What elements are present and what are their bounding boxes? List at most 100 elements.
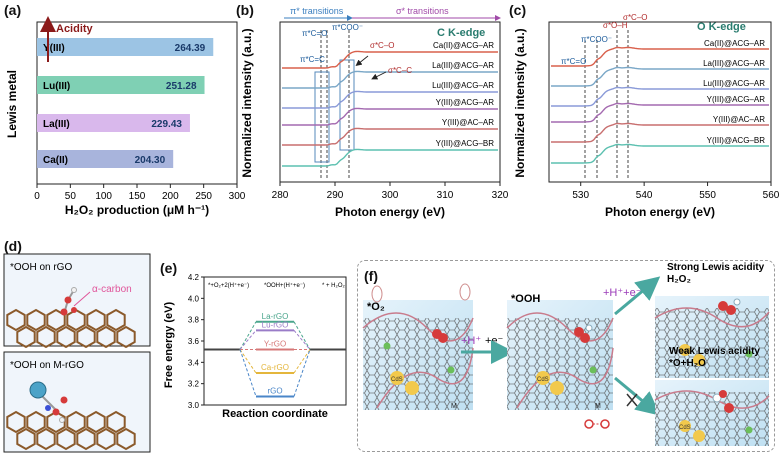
f-weak-title: Weak Lewis acidity xyxy=(669,346,760,357)
alpha-carbon-label: α-carbon xyxy=(92,284,132,295)
bar-value-3: 204.30 xyxy=(135,155,166,166)
b-ann-sigma-cc: σ*C–C xyxy=(388,66,412,75)
bar-value-2: 229.43 xyxy=(151,119,182,130)
b-ann-pi-cc: π*C=C xyxy=(300,55,325,64)
e-connector-right-4 xyxy=(293,349,311,397)
c-xtick-label: 550 xyxy=(699,190,716,201)
c-k-edge-title: C K-edge xyxy=(437,27,485,39)
e-ytick-label: 3.8 xyxy=(188,316,200,325)
a-xtick-label: 200 xyxy=(162,191,179,202)
b-series-line-2 xyxy=(282,90,498,109)
e-ylabel: Free energy (eV) xyxy=(163,302,175,389)
xanes-c-k-edge-chart: π* transitions σ* transitions Ca(II)@ACG… xyxy=(240,6,509,219)
d-top-label: *OOH on rGO xyxy=(10,262,72,273)
a-xtick-label: 50 xyxy=(65,191,77,202)
graphene-ring xyxy=(56,325,76,349)
panel-d-structures: *OOH on rGO α-carbon *OOH on M-rGO xyxy=(3,253,151,453)
b-series-line-3 xyxy=(282,107,498,126)
a-xtick-label: 150 xyxy=(129,191,146,202)
f-metal-2: M xyxy=(595,403,601,410)
d-bottom-label: *OOH on M-rGO xyxy=(10,360,84,371)
c-series-line-5 xyxy=(551,143,769,164)
c-legend-5: Y(III)@ACG–BR xyxy=(707,136,766,145)
e-series-label-0: La-rGO xyxy=(262,312,289,321)
c-legend-4: Y(III)@AC–AR xyxy=(713,115,765,124)
c-xtick-label: 540 xyxy=(636,190,653,201)
metal-atom-bottom xyxy=(29,381,68,423)
e-state-label-1: *OOH+(H⁺+e⁻) xyxy=(264,282,305,289)
c-ann-sigma-oh: σ*O–H xyxy=(603,21,628,30)
graphene-ring xyxy=(106,308,126,332)
graphene-ring xyxy=(26,308,46,332)
graphene-ring xyxy=(16,325,36,349)
graphene-ring xyxy=(116,427,136,451)
a-xlabel: H₂O₂ production (μM h⁻¹) xyxy=(65,203,209,217)
bar-category-2: La(III) xyxy=(43,119,70,130)
graphene-ring xyxy=(66,308,86,332)
b-legend-3: Y(III)@ACG–AR xyxy=(436,98,495,107)
f-metal-1: M xyxy=(451,403,457,410)
graphene-ring xyxy=(86,308,106,332)
panel-f-mechanism: *O₂ M CdS +H⁺ +e⁻ *OOH CdS M +H⁺+e⁻ Stro… xyxy=(362,262,770,446)
bar-category-3: Ca(II) xyxy=(43,155,68,166)
o-k-edge-title: O K-edge xyxy=(697,21,746,33)
graphene-ring xyxy=(26,410,46,434)
c-xtick-label: 560 xyxy=(763,190,779,201)
bar-La(III) xyxy=(37,114,190,132)
graphene-ring xyxy=(76,325,96,349)
c-legend-3: Y(III)@ACG–AR xyxy=(707,95,766,104)
acidity-label: Acidity xyxy=(56,23,94,35)
e-connector-left-4 xyxy=(239,349,257,397)
bar-Lu(III) xyxy=(37,76,205,94)
panel-label-b: (b) xyxy=(236,2,254,18)
c-series-line-4 xyxy=(551,122,769,143)
f-weak-product: *O+H₂O xyxy=(669,358,706,369)
f-cds-3: CdS xyxy=(679,349,691,355)
b-ann-sigma-co: σ*C–O xyxy=(370,41,395,50)
b-xtick-label: 310 xyxy=(437,190,454,201)
a-xtick-label: 0 xyxy=(34,191,40,202)
ooh-molecule-top xyxy=(60,287,77,316)
e-ytick-label: 3.0 xyxy=(188,401,200,410)
scene-o2 xyxy=(362,283,474,410)
b-xtick-label: 320 xyxy=(492,190,509,201)
panel-label-f: (f) xyxy=(364,268,378,284)
blocked-o2-icon xyxy=(584,393,638,429)
c-series-line-2 xyxy=(551,86,769,107)
e-state-label-0: *+O₂+2(H⁺+e⁻) xyxy=(208,282,249,289)
b-legend-2: Lu(III)@ACG–AR xyxy=(432,81,494,90)
e-connector-left-0 xyxy=(239,321,257,350)
panel-label-a: (a) xyxy=(4,2,22,18)
e-series-label-1: Lu-rGO xyxy=(262,320,289,329)
b-series-line-5 xyxy=(282,148,498,167)
graphene-ring xyxy=(106,410,126,434)
bar-Y(III) xyxy=(37,38,214,56)
b-series-line-0 xyxy=(282,50,498,69)
b-legend-5: Y(III)@ACG–BR xyxy=(436,139,495,148)
f-cds-1: CdS xyxy=(391,377,403,383)
f-strong-title: Strong Lewis acidity xyxy=(667,262,765,273)
e-xlabel: Reaction coordinate xyxy=(222,408,328,420)
e-ytick-label: 4.0 xyxy=(188,294,200,303)
c-ann-pi-coo: π*COO⁻ xyxy=(581,35,612,44)
e-ytick-label: 3.2 xyxy=(188,380,200,389)
bar-Ca(II) xyxy=(37,150,174,168)
a-xtick-label: 100 xyxy=(95,191,112,202)
f-strong-product: H₂O₂ xyxy=(667,274,691,285)
c-legend-0: Ca(II)@ACG–AR xyxy=(704,39,765,48)
pi-transitions-label: π* transitions xyxy=(290,6,344,16)
c-series-line-3 xyxy=(551,102,769,123)
panel-label-c: (c) xyxy=(509,2,527,18)
f-step1-h: +H⁺ xyxy=(461,335,481,347)
graphene-ring xyxy=(116,325,136,349)
a-xtick-label: 300 xyxy=(229,191,245,202)
e-ytick-label: 3.4 xyxy=(188,358,200,367)
b-legend-0: Ca(II)@ACG–AR xyxy=(433,41,494,50)
e-connector-left-1 xyxy=(239,330,257,350)
panel-label-d: (d) xyxy=(4,238,22,254)
b-xtick-label: 280 xyxy=(272,190,289,201)
graphene-ring xyxy=(76,427,96,451)
a-xtick-label: 250 xyxy=(195,191,212,202)
graphene-ring xyxy=(56,427,76,451)
bar-value-0: 264.39 xyxy=(175,43,206,54)
